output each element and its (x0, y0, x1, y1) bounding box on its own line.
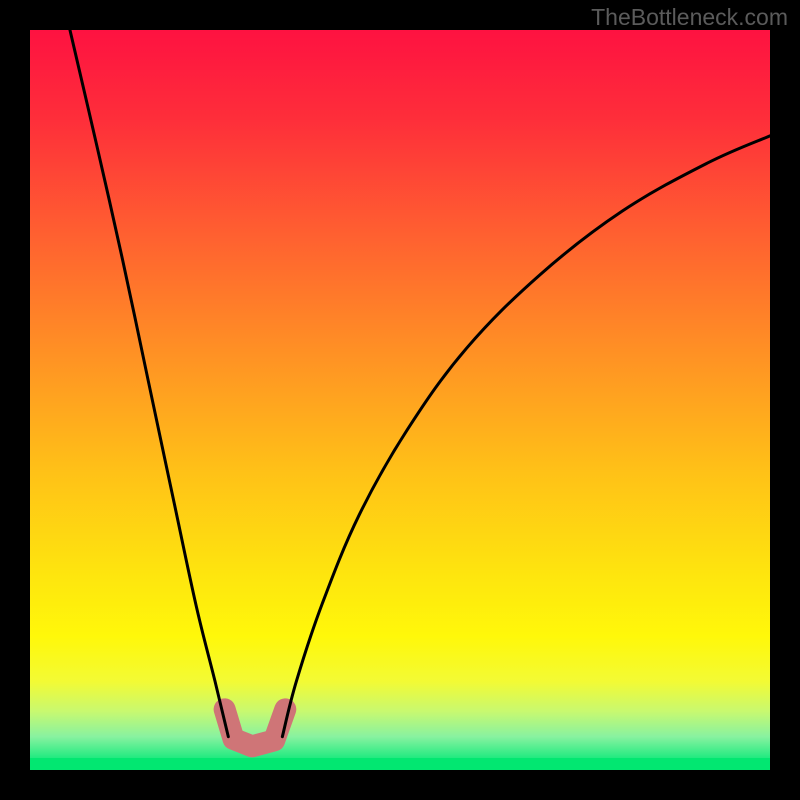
watermark-text: TheBottleneck.com (591, 4, 788, 31)
chart-frame (0, 0, 800, 800)
plot-area (30, 30, 770, 770)
curve-layer (30, 30, 770, 770)
bottleneck-curve (70, 30, 770, 737)
optimum-marker (225, 709, 286, 746)
